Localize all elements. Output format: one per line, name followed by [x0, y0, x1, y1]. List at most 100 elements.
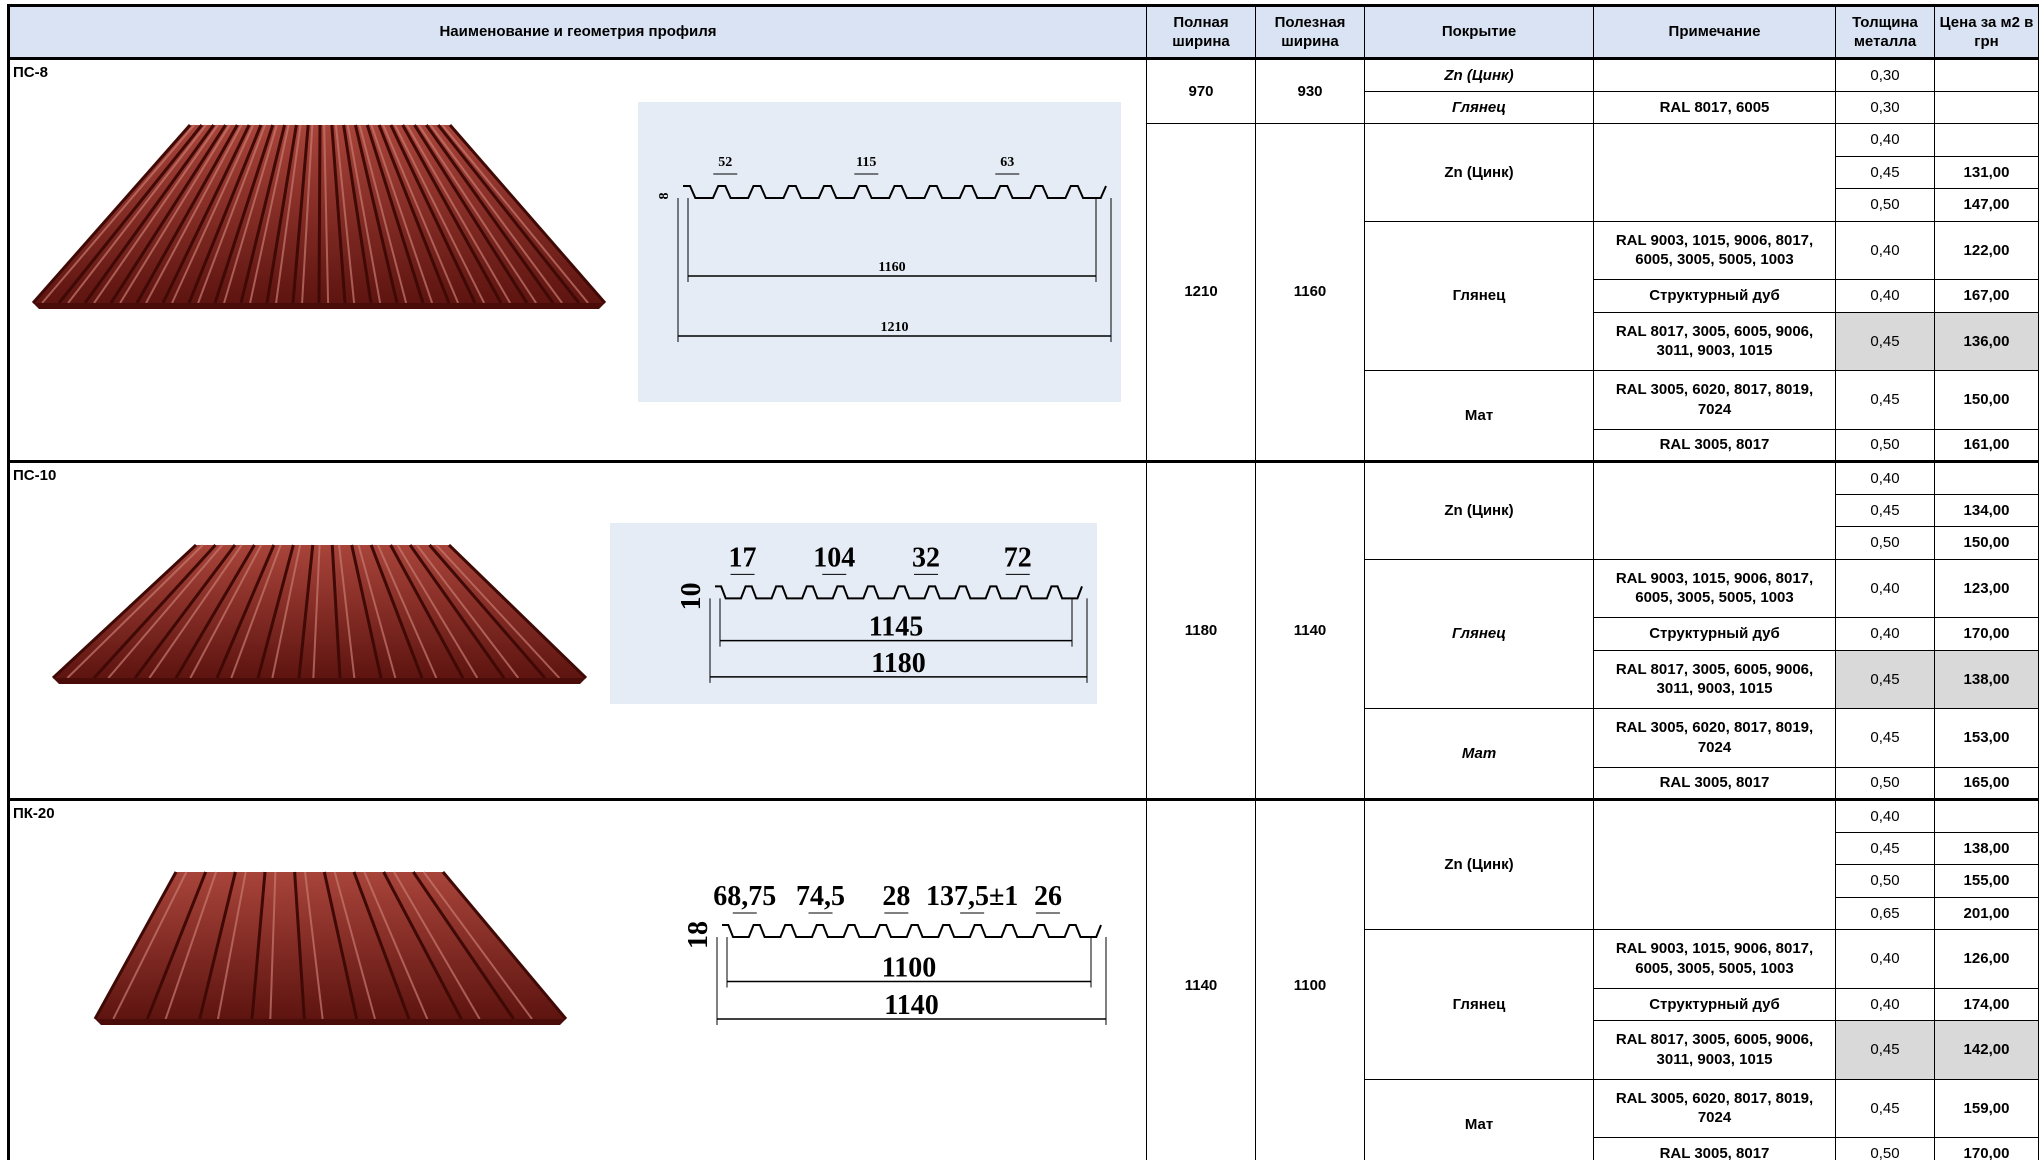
rib-highlight — [370, 124, 434, 304]
profile-line — [683, 185, 1107, 199]
column-header: Покрытие — [1364, 4, 1594, 59]
note: RAL 8017, 6005 — [1593, 90, 1836, 124]
table-row: Структурный дуб 0,40 174,00 — [9, 987, 2039, 1021]
rib-highlight — [357, 544, 397, 679]
table-row: RAL 3005, 8017 0,50 165,00 — [9, 766, 2039, 800]
rib — [215, 544, 276, 679]
price: 138,00 — [1934, 649, 2039, 709]
price: 142,00 — [1934, 1020, 2039, 1080]
full-width: 1210 — [1146, 123, 1256, 462]
rib-highlight — [346, 124, 382, 304]
rib-highlight — [269, 871, 277, 1020]
thickness: 0,45 — [1835, 649, 1935, 709]
coating: Мат — [1364, 370, 1594, 462]
dimension-label: 68,75 — [713, 881, 776, 912]
coating: Глянец — [1364, 220, 1594, 371]
thickness: 0,40 — [1835, 558, 1935, 618]
table-row: 1210 1160 Zn (Цинк) 0,40 — [9, 123, 2039, 462]
drawing-bg — [610, 523, 1097, 704]
sheet — [95, 872, 566, 1019]
rib — [408, 544, 506, 679]
rib — [174, 544, 256, 679]
column-header: Полная ширина — [1146, 4, 1256, 59]
rib-highlight — [148, 544, 243, 679]
rib-highlight — [230, 544, 282, 679]
note: RAL 3005, 8017 — [1593, 766, 1836, 800]
rib — [213, 124, 275, 304]
profile-cell: ПК-20 68,75 74,5 28 137,5±1 26 18 1100 1140 — [7, 798, 1147, 1160]
table-row: ПС-8 52 115 63 8 1160 1210 970 930 Zn (Цинк) 0,30 — [7, 57, 2039, 462]
price: 161,00 — [1934, 428, 2039, 462]
rib-highlight — [382, 124, 460, 304]
thickness: 0,65 — [1835, 896, 1935, 930]
table-row: ПК-20 68,75 74,5 28 137,5±1 26 18 1100 1140 1140 1… — [7, 798, 2039, 1160]
profile-cell: ПС-10 17 104 32 72 10 1145 1180 — [7, 460, 1147, 800]
rib-highlight — [67, 124, 207, 304]
dimension-label: 1180 — [871, 648, 925, 679]
note: Структурный дуб — [1593, 617, 1836, 651]
coating: Глянец — [1364, 90, 1594, 124]
rib — [353, 124, 399, 304]
rib — [317, 124, 322, 304]
coating: Zn (Цинк) — [1364, 798, 1594, 930]
table-row: RAL 8017, 3005, 6005, 9006, 3011, 9003, … — [9, 311, 2039, 371]
table-row: Глянец RAL 9003, 1015, 9006, 8017, 6005, … — [9, 929, 2039, 1080]
rib — [256, 544, 295, 679]
coating: Zn (Цинк) — [1364, 123, 1594, 222]
table-row: RAL 3005, 8017 0,50 161,00 — [9, 428, 2039, 462]
thickness: 0,45 — [1835, 311, 1935, 371]
rib — [57, 124, 203, 304]
price: 134,00 — [1934, 493, 2039, 527]
thickness: 0,40 — [1835, 220, 1935, 280]
rib-highlight — [422, 871, 533, 1020]
rib — [377, 124, 451, 304]
rib-highlight — [429, 124, 563, 304]
table-row: RAL 8017, 3005, 6005, 9006, 3011, 9003, … — [9, 1020, 2039, 1080]
rib — [412, 871, 515, 1020]
thickness: 0,45 — [1835, 1078, 1935, 1138]
rib-highlight — [312, 544, 321, 679]
note: RAL 3005, 8017 — [1593, 1137, 1836, 1160]
profile-illustration: 17 104 32 72 10 1145 1180 — [51, 523, 1097, 704]
rib — [198, 871, 237, 1020]
thickness: 0,50 — [1835, 188, 1935, 222]
note: RAL 9003, 1015, 9006, 8017, 6005, 3005, … — [1593, 558, 1836, 618]
profile-illustration: 68,75 74,5 28 137,5±1 26 18 1100 1140 — [93, 863, 1116, 1051]
column-header: Наименование и геометрия профиля — [7, 4, 1147, 59]
table-row: 0,65 201,00 — [9, 896, 2039, 930]
price: 165,00 — [1934, 766, 2039, 800]
rib — [265, 124, 298, 304]
rib — [83, 124, 215, 304]
full-width: 1180 — [1146, 460, 1256, 800]
rib-highlight — [377, 544, 438, 679]
note: RAL 8017, 3005, 6005, 9006, 3011, 9003, … — [1593, 649, 1836, 709]
thickness: 0,50 — [1835, 1137, 1935, 1160]
rib — [389, 544, 465, 679]
rib-highlight — [338, 544, 356, 679]
price — [1934, 90, 2039, 124]
thickness: 0,45 — [1835, 493, 1935, 527]
thickness: 0,40 — [1835, 617, 1935, 651]
profile-section: ПС-8 52 115 63 8 1160 1210 970 930 Zn (Цинк) 0,30 Г… — [7, 57, 2039, 462]
rib — [425, 124, 555, 304]
price — [1934, 123, 2039, 157]
price: 153,00 — [1934, 708, 2039, 768]
table-row: Глянец RAL 9003, 1015, 9006, 8017, 6005, … — [9, 220, 2039, 371]
full-width: 1140 — [1146, 798, 1256, 1160]
thickness: 0,50 — [1835, 766, 1935, 800]
price — [1934, 460, 2039, 495]
thickness: 0,45 — [1835, 370, 1935, 430]
profile-line — [715, 585, 1083, 600]
rib-highlight — [66, 544, 204, 679]
rib — [330, 124, 347, 304]
rib-highlight — [119, 124, 231, 304]
rib-highlight — [405, 124, 511, 304]
sheet-edge — [33, 303, 605, 309]
table-row: RAL 3005, 8017 0,50 170,00 — [9, 1137, 2039, 1160]
rib — [187, 124, 263, 304]
price: 126,00 — [1934, 929, 2039, 989]
table-row: 0,45 134,00 — [9, 493, 2039, 527]
price: 122,00 — [1934, 220, 2039, 280]
rib — [441, 871, 568, 1020]
rib — [297, 544, 315, 679]
